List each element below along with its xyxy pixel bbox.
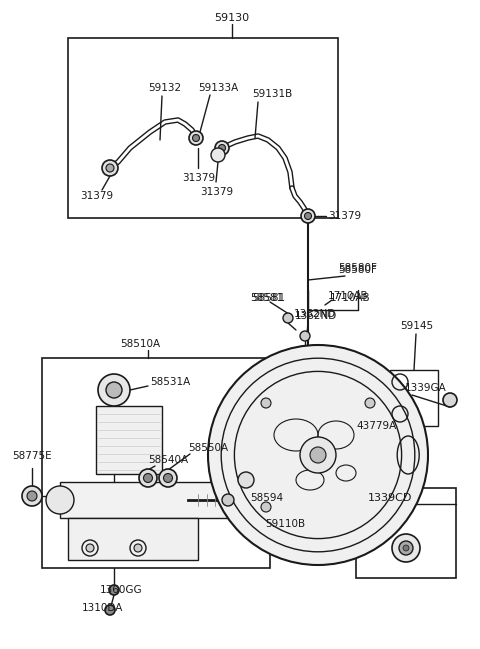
Text: 59131B: 59131B: [252, 89, 292, 99]
Circle shape: [22, 486, 42, 506]
Circle shape: [105, 605, 115, 615]
Circle shape: [310, 447, 326, 463]
Bar: [68, 518, 198, 560]
Text: 58550A: 58550A: [188, 443, 228, 453]
Text: 58540A: 58540A: [148, 455, 188, 465]
Circle shape: [106, 382, 122, 398]
Text: 58775E: 58775E: [12, 451, 52, 461]
Circle shape: [98, 374, 130, 406]
Text: 58510A: 58510A: [120, 339, 160, 349]
Bar: [96, 406, 162, 474]
Circle shape: [159, 469, 177, 487]
Text: 58581: 58581: [252, 293, 285, 303]
Circle shape: [261, 398, 271, 408]
Circle shape: [109, 585, 119, 595]
Circle shape: [304, 212, 312, 219]
Circle shape: [215, 141, 229, 155]
Text: 58531A: 58531A: [150, 377, 190, 387]
Circle shape: [208, 345, 428, 565]
Circle shape: [301, 209, 315, 223]
Text: 31379: 31379: [182, 173, 215, 183]
Circle shape: [27, 491, 37, 501]
Text: 1710AB: 1710AB: [330, 293, 371, 303]
Text: 59133A: 59133A: [198, 83, 238, 93]
Circle shape: [443, 393, 457, 407]
Text: 58594: 58594: [250, 493, 283, 503]
Text: 43779A: 43779A: [356, 421, 396, 431]
Circle shape: [144, 474, 153, 482]
Text: 31379: 31379: [200, 187, 233, 197]
Circle shape: [392, 534, 420, 562]
Circle shape: [238, 472, 254, 488]
Circle shape: [300, 437, 336, 473]
Circle shape: [134, 544, 142, 552]
Text: 1310DA: 1310DA: [82, 603, 123, 613]
Circle shape: [102, 160, 118, 176]
Circle shape: [300, 331, 310, 341]
Circle shape: [192, 134, 200, 141]
Circle shape: [106, 164, 114, 172]
Text: 59130: 59130: [215, 13, 250, 23]
Circle shape: [164, 474, 172, 482]
Text: 59145: 59145: [400, 321, 433, 331]
Bar: [42, 358, 270, 568]
Text: 58581: 58581: [250, 293, 283, 303]
Text: 1339CD: 1339CD: [368, 493, 412, 503]
Bar: [68, 38, 338, 218]
Text: 1362ND: 1362ND: [295, 311, 337, 321]
Text: 1710AB: 1710AB: [328, 291, 369, 301]
Text: 59132: 59132: [148, 83, 181, 93]
Circle shape: [46, 486, 74, 514]
Circle shape: [403, 545, 409, 551]
Circle shape: [283, 313, 293, 323]
Circle shape: [139, 469, 157, 487]
Text: 1339GA: 1339GA: [405, 383, 447, 393]
Circle shape: [399, 541, 413, 555]
Text: 31379: 31379: [80, 191, 113, 201]
Text: 58580F: 58580F: [338, 263, 377, 273]
Circle shape: [261, 502, 271, 512]
Bar: [370, 384, 390, 412]
Text: 1360GG: 1360GG: [100, 585, 143, 595]
Circle shape: [86, 544, 94, 552]
Circle shape: [189, 131, 203, 145]
Circle shape: [222, 494, 234, 506]
Text: 58580F: 58580F: [338, 265, 377, 275]
Circle shape: [365, 398, 375, 408]
Bar: [60, 482, 230, 518]
Circle shape: [218, 145, 226, 151]
Circle shape: [211, 148, 225, 162]
Text: 1362ND: 1362ND: [294, 309, 336, 319]
Text: 31379: 31379: [328, 211, 361, 221]
Bar: [356, 488, 456, 578]
Bar: [390, 370, 438, 426]
Text: 59110B: 59110B: [265, 519, 305, 529]
